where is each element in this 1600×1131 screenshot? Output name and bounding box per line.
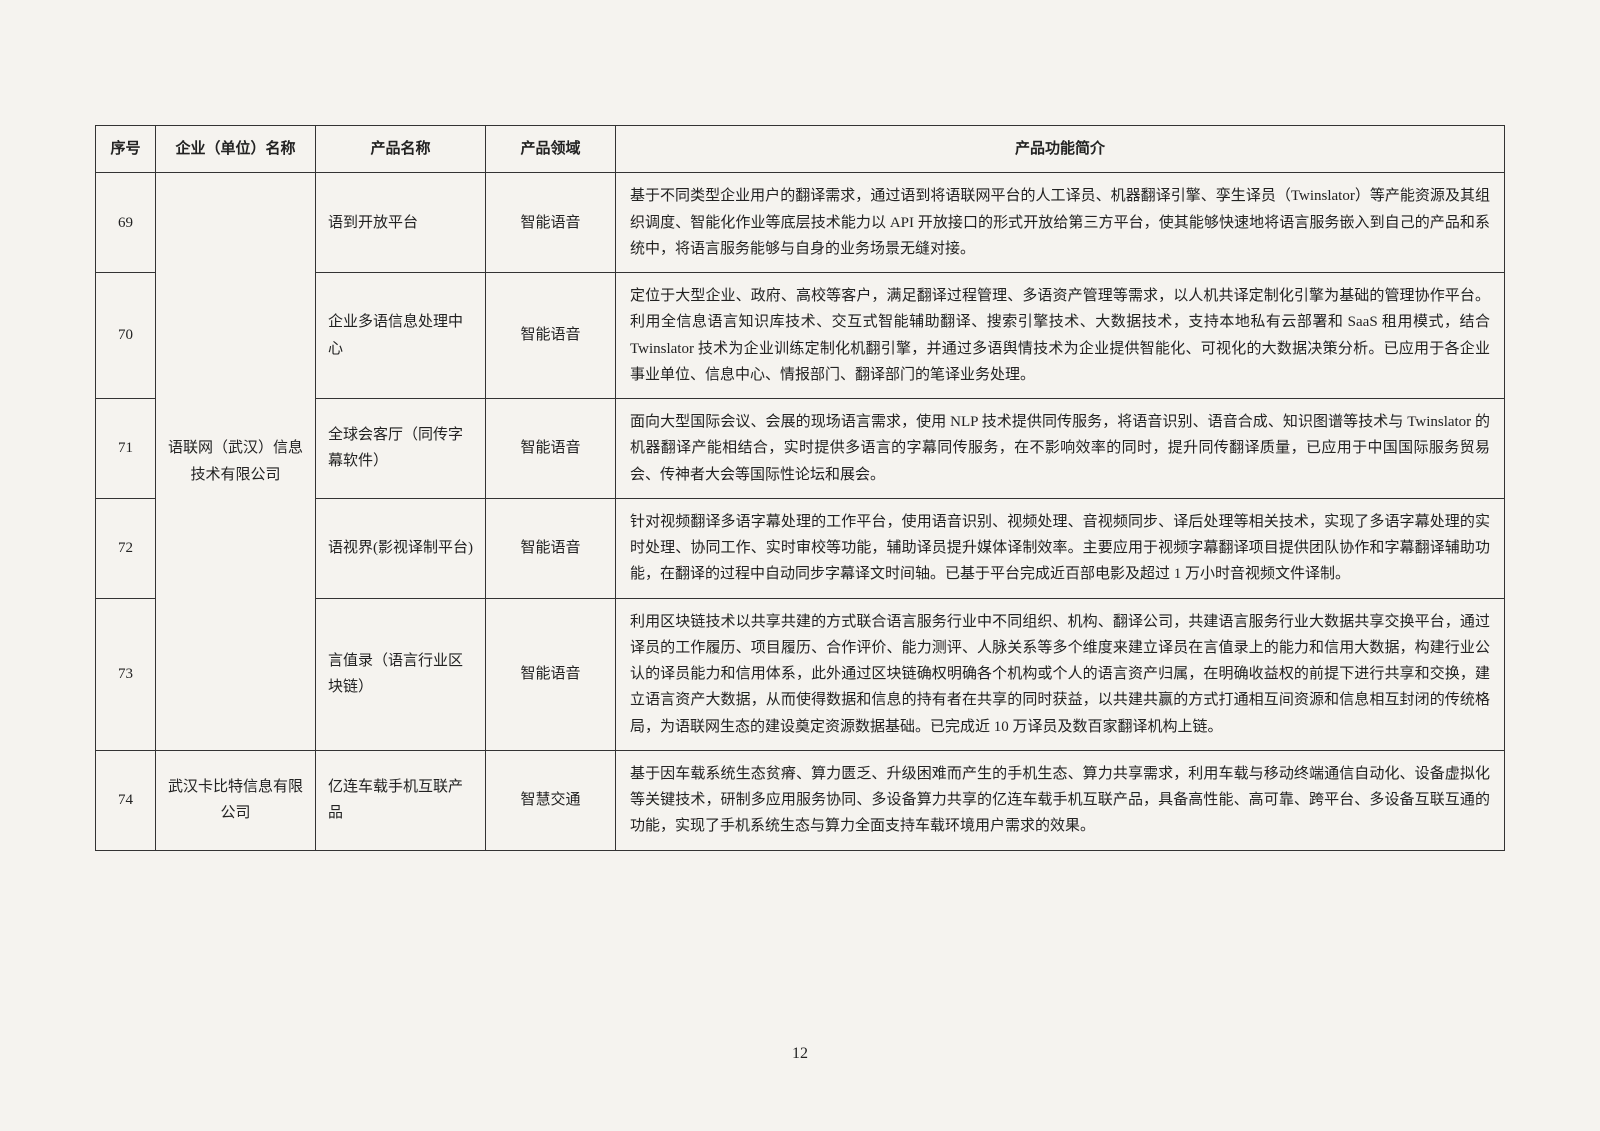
cell-product: 语到开放平台 [316,173,486,273]
page-number: 12 [792,1045,808,1063]
cell-desc: 利用区块链技术以共享共建的方式联合语言服务行业中不同组织、机构、翻译公司，共建语… [616,598,1505,750]
cell-seq: 72 [96,498,156,598]
cell-product: 企业多语信息处理中心 [316,273,486,399]
cell-domain: 智能语音 [486,173,616,273]
cell-desc: 面向大型国际会议、会展的现场语言需求，使用 NLP 技术提供同传服务，将语音识别… [616,399,1505,499]
cell-desc: 基于因车载系统生态贫瘠、算力匮乏、升级困难而产生的手机生态、算力共享需求，利用车… [616,750,1505,850]
cell-desc: 基于不同类型企业用户的翻译需求，通过语到将语联网平台的人工译员、机器翻译引擎、孪… [616,173,1505,273]
cell-domain: 智慧交通 [486,750,616,850]
product-table: 序号 企业（单位）名称 产品名称 产品领域 产品功能简介 69语联网（武汉）信息… [95,125,1505,851]
cell-domain: 智能语音 [486,399,616,499]
table-row: 69语联网（武汉）信息技术有限公司语到开放平台智能语音基于不同类型企业用户的翻译… [96,173,1505,273]
cell-seq: 69 [96,173,156,273]
table-body: 69语联网（武汉）信息技术有限公司语到开放平台智能语音基于不同类型企业用户的翻译… [96,173,1505,850]
document-page: 序号 企业（单位）名称 产品名称 产品领域 产品功能简介 69语联网（武汉）信息… [95,125,1505,851]
header-domain: 产品领域 [486,126,616,173]
cell-desc: 定位于大型企业、政府、高校等客户，满足翻译过程管理、多语资产管理等需求，以人机共… [616,273,1505,399]
header-seq: 序号 [96,126,156,173]
header-product: 产品名称 [316,126,486,173]
table-row: 74武汉卡比特信息有限公司亿连车载手机互联产品智慧交通基于因车载系统生态贫瘠、算… [96,750,1505,850]
cell-product: 言值录（语言行业区块链） [316,598,486,750]
cell-seq: 74 [96,750,156,850]
cell-domain: 智能语音 [486,273,616,399]
cell-seq: 71 [96,399,156,499]
cell-domain: 智能语音 [486,598,616,750]
cell-seq: 70 [96,273,156,399]
cell-product: 语视界(影视译制平台) [316,498,486,598]
cell-domain: 智能语音 [486,498,616,598]
header-company: 企业（单位）名称 [156,126,316,173]
cell-company: 武汉卡比特信息有限公司 [156,750,316,850]
cell-company: 语联网（武汉）信息技术有限公司 [156,173,316,751]
table-header-row: 序号 企业（单位）名称 产品名称 产品领域 产品功能简介 [96,126,1505,173]
cell-desc: 针对视频翻译多语字幕处理的工作平台，使用语音识别、视频处理、音视频同步、译后处理… [616,498,1505,598]
cell-seq: 73 [96,598,156,750]
cell-product: 全球会客厅（同传字幕软件） [316,399,486,499]
cell-product: 亿连车载手机互联产品 [316,750,486,850]
header-desc: 产品功能简介 [616,126,1505,173]
